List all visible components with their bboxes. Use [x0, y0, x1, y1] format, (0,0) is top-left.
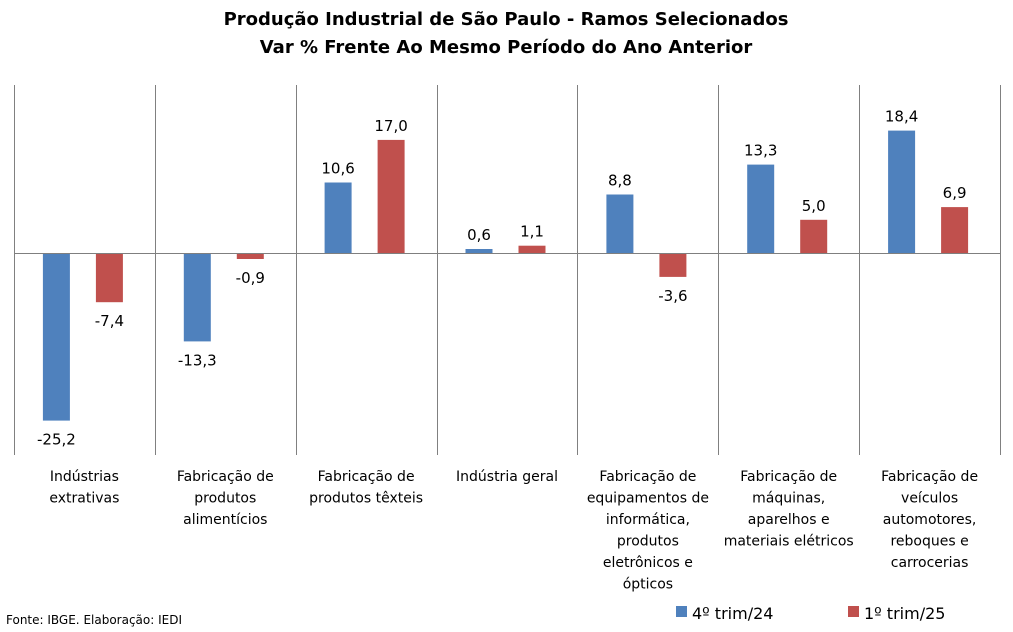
category-labels-group: Indústrias extrativas Fabricação de produto… — [49, 469, 978, 593]
chart-subtitle: Var % Frente Ao Mesmo Período do Ano Ant… — [260, 37, 753, 58]
category-label: Fabricação de equipamentos de informática,… — [587, 469, 709, 593]
data-label: -0,9 — [236, 269, 265, 287]
bar — [95, 253, 123, 303]
bar — [659, 253, 687, 277]
bars-group — [42, 130, 969, 421]
bar — [941, 207, 969, 253]
data-label: 0,6 — [467, 226, 491, 244]
legend-label: 1º trim/25 — [864, 604, 945, 623]
bar — [377, 139, 405, 253]
bar — [42, 253, 70, 421]
source-note: Fonte: IBGE. Elaboração: IEDI — [6, 613, 182, 627]
data-label: -7,4 — [95, 312, 124, 330]
category-label: Indústrias extrativas — [49, 469, 119, 507]
category-label: Indústria geral — [456, 469, 558, 485]
bar — [324, 182, 352, 253]
data-label: 10,6 — [321, 160, 354, 178]
category-label: Fabricação de máquinas, aparelhos e materia… — [724, 469, 854, 550]
category-label: Fabricação de produtos têxteis — [309, 469, 423, 507]
data-label: 8,8 — [608, 172, 632, 190]
legend-label: 4º trim/24 — [692, 604, 773, 623]
bar — [888, 130, 916, 253]
value-labels-group: -25,2 -13,3 10,6 0,6 8,8 13,3 18,4 -7,4 -0,9 17,0… — [37, 108, 967, 449]
bar — [236, 253, 264, 259]
data-label: 13,3 — [744, 142, 777, 160]
data-label: 18,4 — [885, 108, 918, 126]
bar — [800, 219, 828, 254]
legend-swatch — [848, 606, 859, 617]
category-label: Fabricação de produtos alimentícios — [177, 469, 274, 528]
data-label: -3,6 — [658, 287, 687, 305]
bar — [747, 164, 775, 253]
data-label: -25,2 — [37, 431, 76, 449]
category-separators — [14, 85, 1001, 455]
data-label: 6,9 — [943, 184, 967, 202]
data-label: -13,3 — [178, 351, 217, 369]
category-label: Fabricação de veículos automotores, reboque… — [881, 469, 978, 571]
bar — [518, 245, 546, 253]
bar — [183, 253, 211, 342]
legend-swatch — [676, 606, 687, 617]
data-label: 1,1 — [520, 223, 544, 241]
bar — [606, 194, 634, 253]
data-label: 5,0 — [802, 197, 826, 215]
legend: 4º trim/24 1º trim/25 — [676, 604, 945, 623]
chart-title: Produção Industrial de São Paulo - Ramos… — [224, 9, 789, 30]
data-label: 17,0 — [374, 117, 407, 135]
bar — [465, 249, 493, 253]
